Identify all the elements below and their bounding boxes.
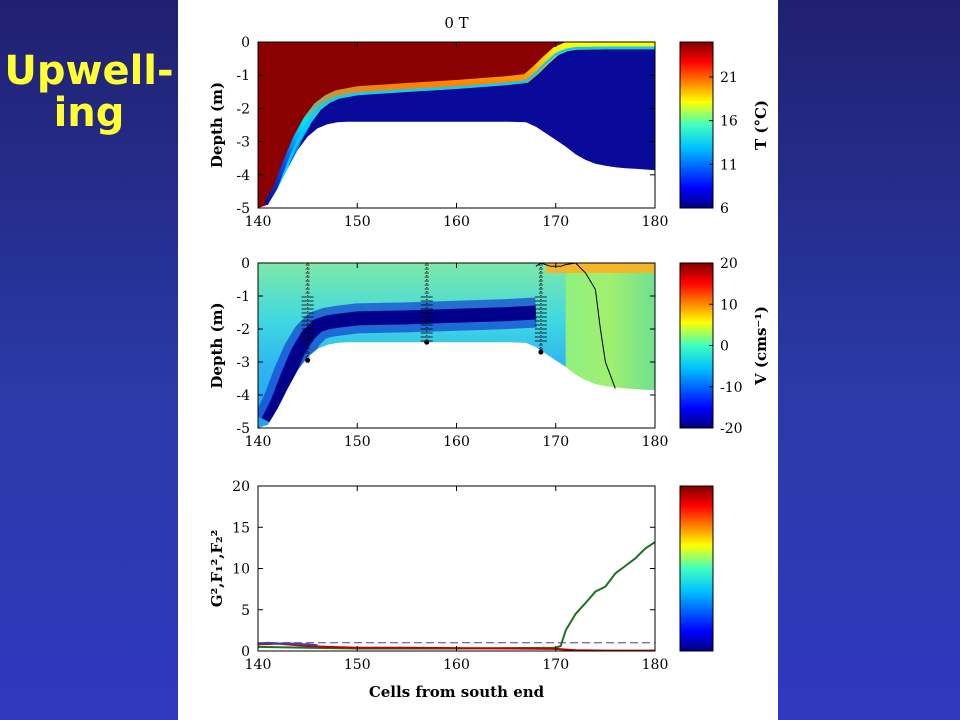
slide-title: Upwell- ing bbox=[0, 50, 178, 134]
y-tick-label: -2 bbox=[236, 101, 250, 117]
profile-bottom-marker bbox=[305, 357, 311, 363]
plot-frame-2 bbox=[257, 485, 656, 652]
x-tick-label: 150 bbox=[344, 434, 371, 450]
x-tick-label: 180 bbox=[642, 434, 669, 450]
y-tick-label: 20 bbox=[232, 479, 250, 495]
x-tick-label: 180 bbox=[642, 657, 669, 673]
y-axis-label: Depth (m) bbox=[208, 302, 226, 388]
x-tick-label: 160 bbox=[443, 214, 470, 230]
y-tick-label: 5 bbox=[241, 603, 250, 619]
profile-station bbox=[534, 263, 547, 355]
y-tick-label: 0 bbox=[241, 644, 250, 660]
y-tick-label: -3 bbox=[236, 135, 250, 151]
x-tick-label: 180 bbox=[642, 214, 669, 230]
x-tick-label: 140 bbox=[245, 434, 272, 450]
y-axis-label: Depth (m) bbox=[208, 82, 226, 168]
x-tick-label: 150 bbox=[344, 214, 371, 230]
profile-bottom-marker bbox=[424, 339, 430, 345]
colorbar-tick-label: -10 bbox=[720, 380, 743, 396]
froude-lines bbox=[258, 541, 655, 651]
y-tick-label: 0 bbox=[241, 35, 250, 51]
y-tick-label: -4 bbox=[236, 388, 250, 404]
series-line-1 bbox=[258, 541, 655, 650]
y-tick-label: 15 bbox=[232, 520, 250, 536]
jet-core bbox=[261, 305, 537, 425]
colorbar-tick-label: 16 bbox=[720, 114, 738, 130]
colorbar-label: V (cms⁻¹) bbox=[752, 306, 770, 386]
seabed-mask bbox=[258, 342, 655, 428]
panel-title: 0 T bbox=[444, 14, 468, 32]
colorbar-tick-label: 20 bbox=[720, 256, 738, 272]
slide-title-line2: ing bbox=[53, 90, 125, 136]
slide-title-line1: Upwell- bbox=[4, 48, 174, 94]
series-line-2 bbox=[258, 642, 655, 651]
y-tick-label: 0 bbox=[241, 256, 250, 272]
profile-station bbox=[301, 263, 314, 363]
colorbar-tick-label: -20 bbox=[720, 421, 743, 437]
thermocline-band bbox=[264, 42, 655, 208]
y-tick-label: -5 bbox=[236, 201, 250, 217]
colorbar-tick-label: 0 bbox=[720, 339, 729, 355]
x-tick-label: 150 bbox=[344, 657, 371, 673]
y-tick-label: 10 bbox=[232, 562, 250, 578]
x-tick-label: 140 bbox=[245, 214, 272, 230]
y-tick-label: -2 bbox=[236, 322, 250, 338]
x-tick-label: 140 bbox=[245, 657, 272, 673]
temperature-field bbox=[258, 42, 655, 208]
colorbar-label: T (°C) bbox=[752, 100, 770, 150]
colorbar-tick-label: 11 bbox=[720, 157, 738, 173]
x-tick-label: 160 bbox=[443, 657, 470, 673]
x-tick-label: 160 bbox=[443, 434, 470, 450]
surface-warm-strip bbox=[545, 263, 655, 273]
colorbar-tick-label: 6 bbox=[720, 201, 729, 217]
y-tick-label: -5 bbox=[236, 421, 250, 437]
thermocline-core bbox=[266, 46, 655, 208]
x-tick-label: 170 bbox=[542, 214, 569, 230]
y-tick-label: -3 bbox=[236, 355, 250, 371]
y-tick-label: -4 bbox=[236, 168, 250, 184]
figure-panel: 0 T 140 150 160 170 180 0 -1 -2 -3 -4 -5 Depth (m) 21… bbox=[178, 0, 778, 720]
profile-bottom-marker bbox=[538, 349, 544, 355]
colorbar-2 bbox=[679, 485, 714, 652]
zero-contour bbox=[535, 263, 616, 389]
colorbar-1 bbox=[679, 262, 714, 429]
x-tick-label: 170 bbox=[542, 434, 569, 450]
colorbar-tick-label: 10 bbox=[720, 297, 738, 313]
colorbar-tick-label: 21 bbox=[720, 70, 738, 86]
y-tick-label: -1 bbox=[236, 289, 250, 305]
seabed-mask bbox=[258, 121, 655, 208]
x-tick-label: 170 bbox=[542, 657, 569, 673]
velocity-field bbox=[258, 263, 655, 428]
y-tick-label: -1 bbox=[236, 68, 250, 84]
profile-station bbox=[420, 263, 433, 345]
colorbar-0 bbox=[679, 41, 714, 209]
y-axis-label: G²,F₁²,F₂² bbox=[208, 530, 226, 607]
x-axis-label: Cells from south end bbox=[369, 683, 545, 701]
